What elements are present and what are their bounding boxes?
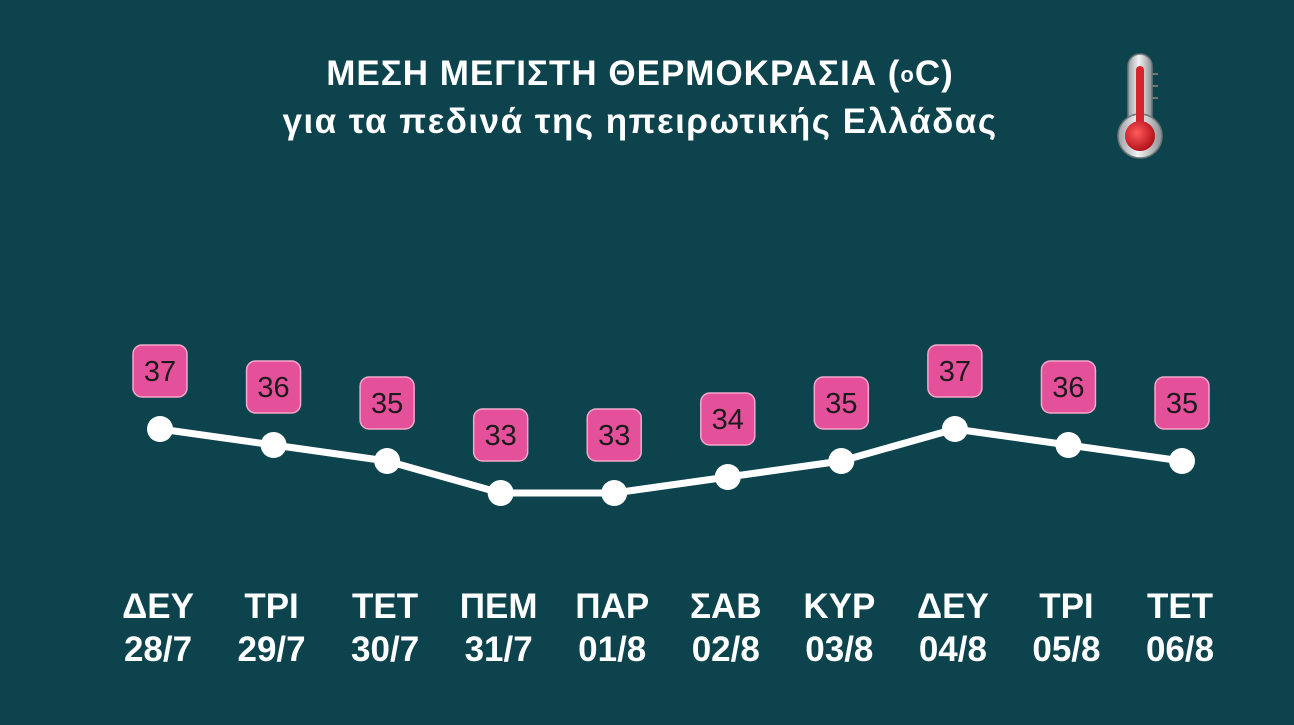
- x-tick-day-label: ΤΡΙ: [1039, 587, 1093, 626]
- value-badge: 36: [1040, 360, 1097, 414]
- value-badge-box: [927, 344, 983, 398]
- data-label: 37: [939, 356, 971, 388]
- chart-title: ΜΕΣΗ ΜΕΓΙΣΤΗ ΘΕΡΜΟΚΡΑΣΙΑ (oC): [200, 52, 1080, 100]
- value-badge-box: [132, 344, 188, 398]
- value-badge: 34: [700, 392, 756, 446]
- value-badge-box: [813, 376, 870, 430]
- data-label: 36: [1052, 372, 1084, 404]
- value-badge: 33: [586, 408, 642, 462]
- x-tick-day-label: ΤΕΤ: [352, 587, 418, 626]
- data-label: 35: [371, 388, 403, 420]
- x-tick-day-label: ΣΑΒ: [690, 587, 762, 626]
- value-badge-box: [1154, 376, 1210, 430]
- x-tick-date-label: 30/7: [351, 630, 419, 669]
- data-point: [714, 464, 741, 490]
- data-label: 34: [712, 404, 744, 436]
- data-point: [1169, 448, 1195, 474]
- data-label: 36: [257, 372, 289, 404]
- value-badge-box: [1040, 360, 1097, 414]
- data-label: 37: [144, 356, 176, 388]
- data-point: [260, 432, 287, 458]
- value-badge: 33: [472, 408, 529, 462]
- x-tick-date-label: 02/8: [692, 630, 760, 669]
- data-label: 35: [1166, 388, 1198, 420]
- value-badge: 37: [927, 344, 983, 398]
- data-point: [147, 416, 173, 442]
- chart-title-suffix: C): [914, 54, 954, 93]
- chart-subtitle: για τα πεδινά της ηπειρωτικής Ελλάδας: [282, 102, 998, 141]
- data-label: 35: [825, 388, 857, 420]
- data-point: [374, 448, 401, 474]
- x-tick-day-label: ΔΕΥ: [917, 587, 989, 626]
- x-tick-date-label: 01/8: [578, 630, 646, 669]
- x-tick-date-label: 28/7: [124, 630, 192, 669]
- value-badge-box: [472, 408, 529, 462]
- x-tick-day-label: ΚΥΡ: [803, 587, 875, 626]
- x-tick-date-label: 31/7: [465, 630, 533, 669]
- series-line: [156, 425, 1186, 497]
- x-tick-day-label: ΤΕΤ: [1147, 587, 1213, 626]
- data-point: [487, 480, 514, 506]
- value-badge-box: [245, 360, 302, 414]
- data-point: [941, 416, 968, 442]
- chart-title-block: ΜΕΣΗ ΜΕΓΙΣΤΗ ΘΕΡΜΟΚΡΑΣΙΑ (oC) για τα πεδ…: [200, 52, 1080, 144]
- degree-symbol: o: [900, 62, 915, 87]
- x-tick-date-label: 06/8: [1146, 630, 1214, 669]
- x-tick-date-label: 05/8: [1032, 630, 1100, 669]
- value-badge: 37: [132, 344, 188, 398]
- x-tick-day-label: ΠΑΡ: [575, 587, 649, 626]
- value-badge-box: [700, 392, 756, 446]
- value-badge-box: [359, 376, 415, 430]
- value-badge-box: [586, 408, 642, 462]
- value-badge: 35: [359, 376, 415, 430]
- value-badge: 36: [245, 360, 302, 414]
- x-tick-date-label: 03/8: [805, 630, 873, 669]
- data-point: [1055, 432, 1082, 458]
- data-point: [828, 448, 855, 474]
- data-label: 33: [485, 420, 517, 452]
- chart-title-prefix: ΜΕΣΗ ΜΕΓΙΣΤΗ ΘΕΡΜΟΚΡΑΣΙΑ (: [326, 54, 901, 93]
- x-tick-day-label: ΠΕΜ: [460, 587, 538, 626]
- value-badge: 35: [813, 376, 870, 430]
- thermometer-icon: [1117, 53, 1163, 159]
- x-tick-date-label: 04/8: [919, 630, 987, 669]
- data-label: 33: [598, 420, 630, 452]
- data-point: [601, 480, 628, 506]
- x-tick-day-label: ΔΕΥ: [122, 587, 194, 626]
- x-tick-date-label: 29/7: [237, 630, 305, 669]
- value-badge: 35: [1154, 376, 1210, 430]
- x-tick-day-label: ΤΡΙ: [244, 587, 298, 626]
